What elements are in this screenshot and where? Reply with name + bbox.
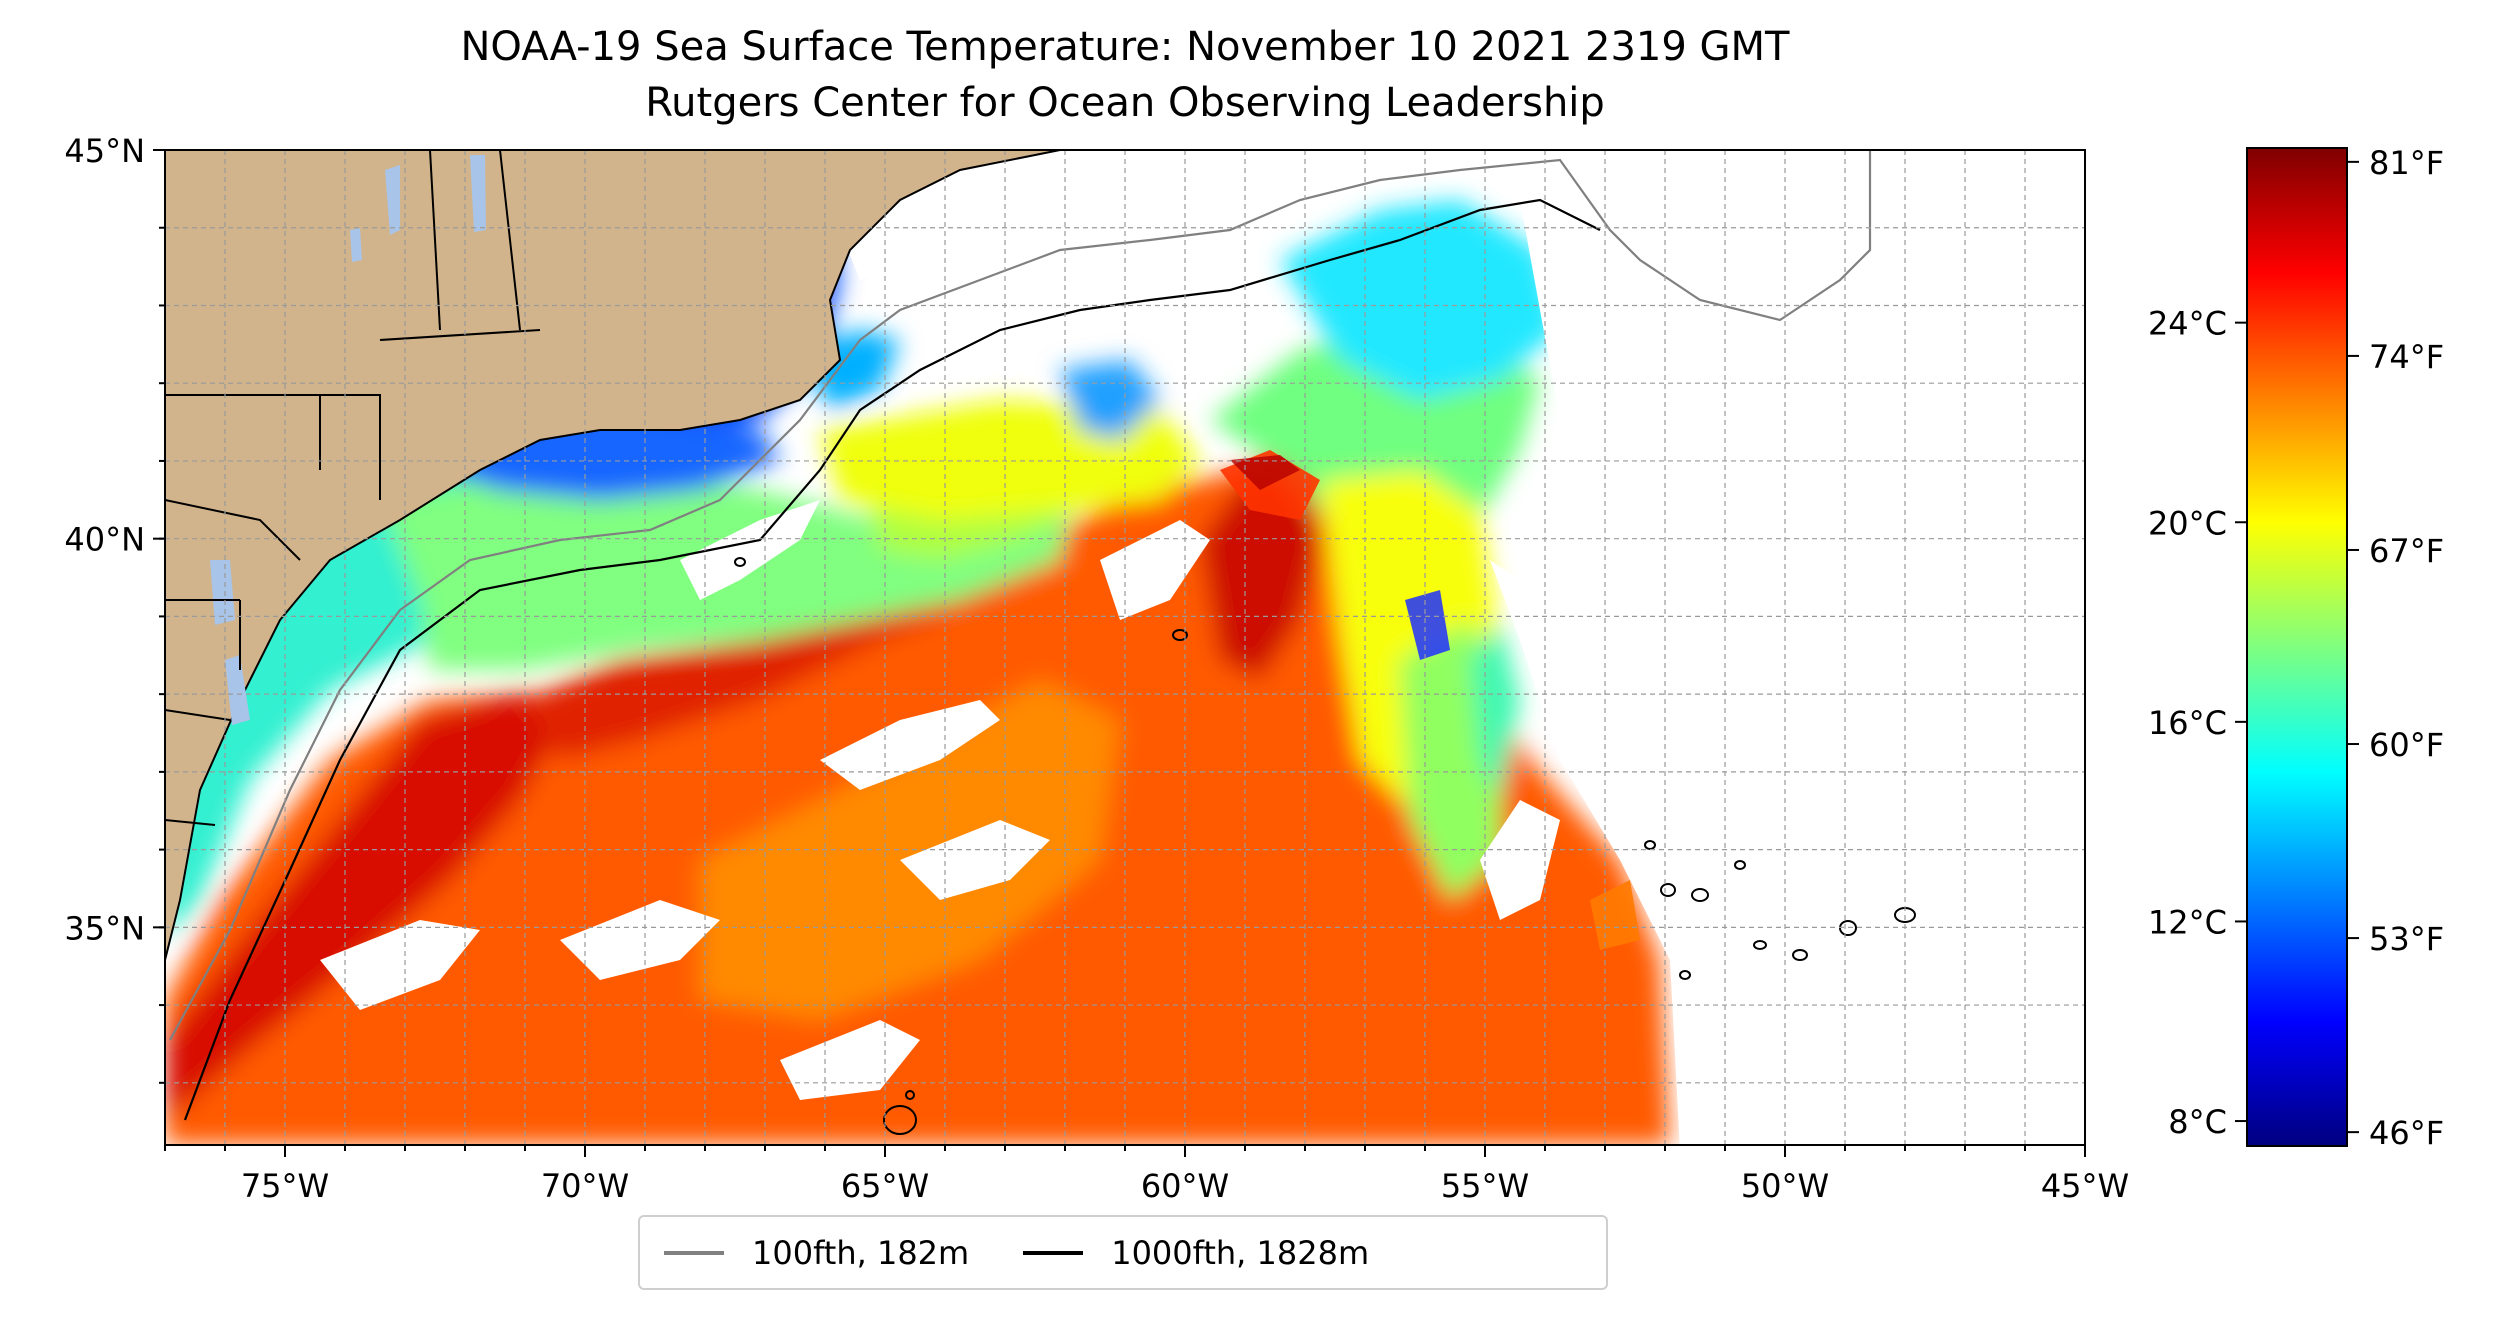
- state-borders: [165, 150, 541, 826]
- lon-tick-label: 75°W: [241, 1167, 329, 1205]
- legend-swatch-gray: [664, 1250, 724, 1255]
- colorbar-f-label: 60°F: [2369, 726, 2444, 764]
- colorbar-celsius-ticks: 24°C 20°C 16°C 12°C 8°C: [2148, 305, 2247, 1141]
- land-mass: [165, 150, 1061, 961]
- legend-label: 1000fth, 1828m: [1111, 1233, 1370, 1272]
- lon-tick-label: 65°W: [841, 1167, 929, 1205]
- lon-tick-label: 45°W: [2041, 1167, 2129, 1205]
- isobath-100fth: [169, 150, 1872, 1041]
- gridlines: [165, 150, 2085, 1145]
- colorbar-fahrenheit-ticks: 81°F 74°F 67°F 60°F 53°F 46°F: [2347, 144, 2444, 1152]
- isobath-1000fth: [183, 198, 1601, 1121]
- lat-tick-label: 45°N: [64, 132, 145, 170]
- colorbar-c-label: 12°C: [2148, 903, 2227, 941]
- cloud-gaps: [320, 150, 2085, 1145]
- lon-tick-label: 70°W: [541, 1167, 629, 1205]
- colorbar-f-label: 53°F: [2369, 920, 2444, 958]
- colorbar-f-label: 81°F: [2369, 144, 2444, 182]
- lat-tick-label: 40°N: [64, 521, 145, 559]
- latitude-axis: 45°N 40°N 35°N: [64, 132, 165, 1084]
- colorbar-f-label: 74°F: [2369, 338, 2444, 376]
- lon-tick-label: 50°W: [1741, 1167, 1829, 1205]
- colorbar-f-label: 67°F: [2369, 532, 2444, 570]
- legend-swatch-black: [1023, 1250, 1084, 1255]
- lat-tick-label: 35°N: [64, 909, 145, 947]
- isobath-legend: 100fth, 182m 1000fth, 1828m: [638, 1215, 1608, 1290]
- sst-map: [165, 150, 2085, 1145]
- legend-item-100fth: 100fth, 182m: [664, 1234, 969, 1272]
- legend-item-1000fth: 1000fth, 1828m: [1023, 1234, 1369, 1272]
- figure-title: NOAA-19 Sea Surface Temperature: Novembe…: [460, 24, 1790, 70]
- lon-tick-label: 60°W: [1141, 1167, 1229, 1205]
- colorbar-c-label: 8°C: [2168, 1103, 2227, 1141]
- figure-subtitle: Rutgers Center for Ocean Observing Leade…: [645, 80, 1605, 126]
- colorbar-f-label: 46°F: [2369, 1114, 2444, 1152]
- lon-tick-label: 55°W: [1441, 1167, 1529, 1205]
- inland-water: [210, 155, 486, 725]
- colorbar-c-label: 24°C: [2148, 305, 2227, 343]
- longitude-axis: 75°W 70°W 65°W 60°W 55°W 50°W 45°W: [164, 1145, 2129, 1205]
- colorbar: [2246, 147, 2348, 1147]
- colorbar-c-label: 16°C: [2148, 704, 2227, 742]
- legend-label: 100fth, 182m: [752, 1233, 970, 1272]
- colorbar-c-label: 20°C: [2148, 504, 2227, 542]
